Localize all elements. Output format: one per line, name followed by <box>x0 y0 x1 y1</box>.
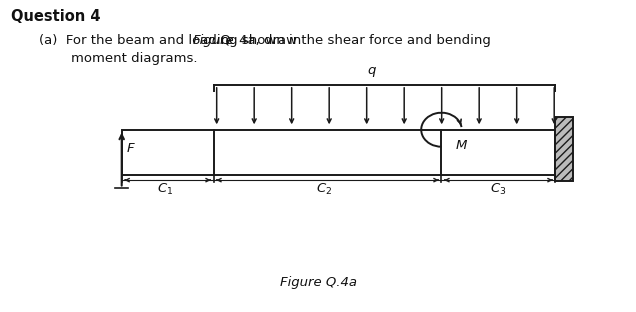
Text: $C_2$: $C_2$ <box>316 182 333 197</box>
Text: Q. 4a, draw the shear force and bending: Q. 4a, draw the shear force and bending <box>216 34 491 47</box>
Text: moment diagrams.: moment diagrams. <box>71 52 198 66</box>
Text: q: q <box>368 64 376 77</box>
Text: $C_3$: $C_3$ <box>490 182 507 197</box>
Text: Figure: Figure <box>193 34 234 47</box>
Text: F: F <box>127 142 134 155</box>
Text: Figure Q.4a: Figure Q.4a <box>279 276 357 289</box>
Text: Question 4: Question 4 <box>11 9 100 24</box>
Text: (a)  For the beam and loading shown in: (a) For the beam and loading shown in <box>39 34 306 47</box>
Text: M: M <box>456 139 467 152</box>
Bar <box>555 117 573 181</box>
Bar <box>121 130 555 174</box>
Text: $C_1$: $C_1$ <box>156 182 173 197</box>
